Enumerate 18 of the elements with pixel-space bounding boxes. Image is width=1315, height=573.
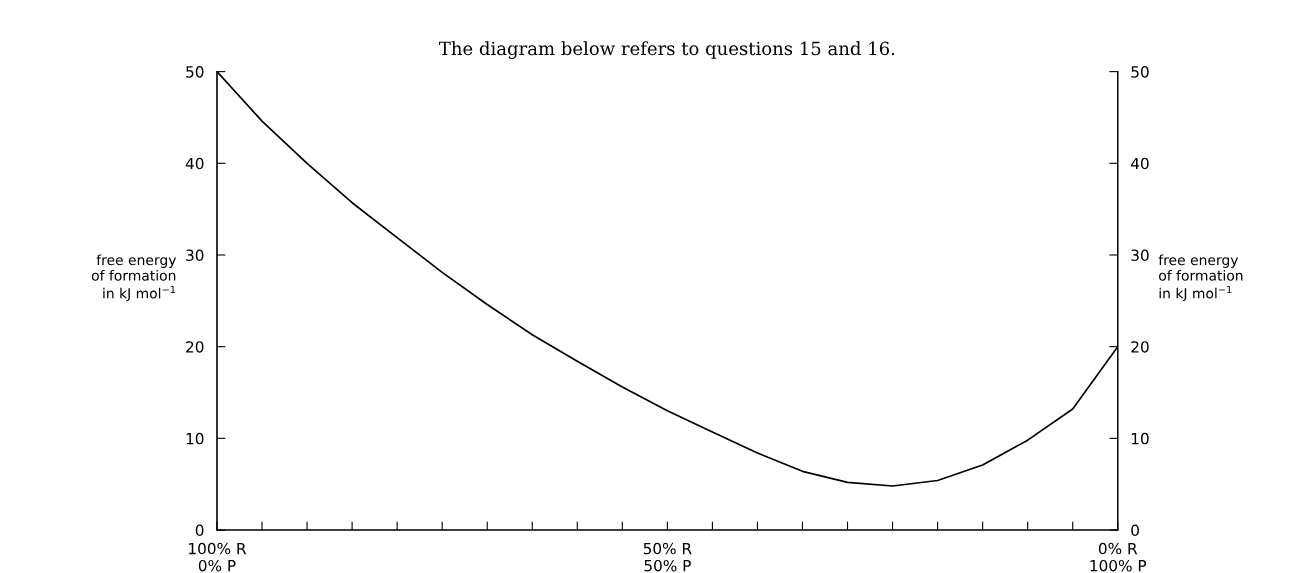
- chart-title: The diagram below refers to questions 15 and 16.: [439, 41, 895, 59]
- x-tick-label: 100% R 0% P: [189, 542, 247, 572]
- y-tick-label: 0: [195, 524, 204, 537]
- y2-tick-label: 30: [1131, 249, 1149, 262]
- y2-tick-label: 40: [1131, 157, 1149, 170]
- y-tick-label: 30: [186, 249, 204, 262]
- y-tick-label: 20: [186, 341, 204, 353]
- y2-tick-label: 0: [1131, 524, 1139, 537]
- x-tick-label: 50% R 50% P: [643, 542, 692, 572]
- x-tick-label: 0% R 100% P: [1090, 542, 1147, 572]
- y2-tick-label: 10: [1131, 432, 1149, 445]
- y-tick-label: 40: [185, 157, 204, 170]
- y2-tick-label: 20: [1131, 341, 1149, 353]
- y-tick-label: 50: [186, 66, 204, 78]
- y-axis-title: free energy of formation in kJ mol$^{−1}$: [91, 254, 177, 302]
- y2-tick-label: 50: [1131, 66, 1149, 78]
- y-tick-label: 10: [186, 432, 204, 445]
- y2-axis-title: free energy of formation in kJ mol$^{−1}$: [1158, 254, 1243, 302]
